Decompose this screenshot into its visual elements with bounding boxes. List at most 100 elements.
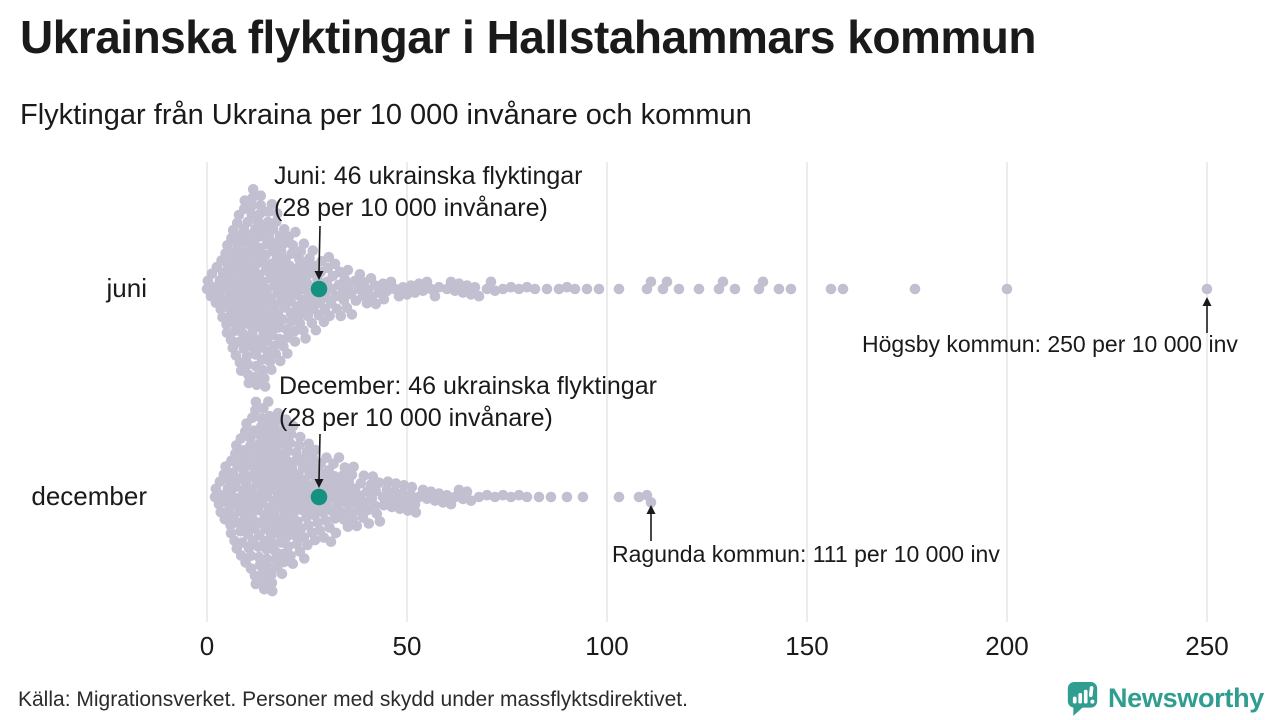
municipality-dot bbox=[249, 570, 261, 582]
municipality-dot bbox=[473, 290, 485, 302]
municipality-dot bbox=[293, 439, 305, 451]
municipality-dot bbox=[561, 491, 573, 503]
municipality-dot bbox=[533, 491, 545, 503]
municipality-dot bbox=[271, 216, 282, 227]
municipality-dot bbox=[266, 569, 277, 581]
municipality-dot bbox=[553, 283, 565, 295]
municipality-dot bbox=[278, 463, 289, 475]
municipality-dot bbox=[277, 314, 288, 325]
municipality-dot bbox=[299, 553, 310, 564]
municipality-dot bbox=[693, 283, 705, 295]
newsworthy-logo[interactable]: Newsworthy bbox=[1066, 680, 1264, 717]
municipality-dot bbox=[302, 539, 313, 551]
municipality-dot bbox=[300, 333, 311, 344]
municipality-dot bbox=[231, 217, 243, 229]
municipality-dot bbox=[729, 283, 741, 295]
municipality-dot bbox=[409, 287, 421, 298]
municipality-dot bbox=[433, 488, 445, 499]
municipality-dot bbox=[363, 518, 375, 529]
municipality-dot bbox=[346, 469, 358, 481]
x-tick-label-200: 200 bbox=[985, 631, 1029, 661]
municipality-dot bbox=[465, 495, 477, 507]
municipality-dot bbox=[287, 420, 299, 432]
municipality-dot bbox=[289, 506, 300, 518]
municipality-dot bbox=[661, 276, 673, 288]
municipality-dot bbox=[298, 238, 310, 249]
municipality-dot bbox=[405, 489, 417, 501]
municipality-dot bbox=[505, 491, 517, 503]
municipality-dot bbox=[243, 377, 255, 389]
municipality-dot bbox=[473, 491, 485, 503]
highlight-dot-juni bbox=[310, 280, 328, 298]
municipality-dot bbox=[381, 285, 393, 297]
municipality-dot bbox=[266, 199, 278, 210]
municipality-dot bbox=[429, 290, 441, 302]
municipality-dot bbox=[281, 455, 292, 466]
municipality-dot bbox=[378, 499, 390, 511]
municipality-dot bbox=[215, 304, 227, 315]
annotation-december-highlight: December: 46 ukrainska flyktingar (28 pe… bbox=[279, 370, 657, 434]
municipality-dot bbox=[323, 251, 335, 263]
municipality-dot bbox=[307, 245, 319, 256]
municipality-dot bbox=[290, 226, 301, 238]
municipality-dot bbox=[250, 396, 262, 408]
x-tick-label-50: 50 bbox=[392, 631, 422, 661]
municipality-dot bbox=[757, 276, 769, 288]
municipality-dot bbox=[433, 281, 445, 293]
municipality-dot bbox=[485, 276, 497, 288]
municipality-dot bbox=[295, 431, 306, 443]
municipality-dot bbox=[324, 310, 335, 322]
municipality-dot bbox=[513, 489, 525, 501]
municipality-dot bbox=[497, 489, 509, 501]
municipality-dot bbox=[521, 281, 533, 293]
municipality-dot bbox=[306, 460, 317, 472]
municipality-dot bbox=[213, 498, 225, 510]
municipality-dot bbox=[613, 283, 625, 295]
annotation-juni-highlight: Juni: 46 ukrainska flyktingar (28 per 10… bbox=[274, 160, 582, 224]
municipality-dot bbox=[289, 325, 300, 337]
municipality-dot bbox=[275, 355, 286, 367]
municipality-dot bbox=[393, 290, 405, 302]
municipality-dot bbox=[261, 553, 273, 565]
municipality-dot bbox=[290, 455, 301, 467]
municipality-dot bbox=[461, 280, 473, 291]
municipality-dot bbox=[370, 485, 382, 497]
municipality-dot bbox=[225, 519, 236, 531]
municipality-dot bbox=[1001, 283, 1013, 295]
beeswarm-plot bbox=[201, 162, 1213, 622]
municipality-dot bbox=[250, 578, 262, 590]
municipality-dot bbox=[337, 470, 349, 481]
municipality-dot bbox=[275, 471, 287, 483]
municipality-dot bbox=[717, 276, 729, 288]
municipality-dot bbox=[398, 480, 410, 491]
municipality-dot bbox=[250, 371, 262, 382]
municipality-dot bbox=[773, 283, 785, 295]
municipality-dot bbox=[577, 491, 589, 503]
municipality-dot bbox=[259, 584, 270, 595]
annotation-juni-line1: Juni: 46 ukrainska flyktingar bbox=[274, 162, 583, 190]
municipality-dot bbox=[545, 491, 557, 503]
page-title: Ukrainska flyktingar i Hallstahammars ko… bbox=[20, 11, 1036, 63]
municipality-dot bbox=[273, 322, 284, 333]
row-label-december: december bbox=[31, 481, 147, 511]
municipality-dot bbox=[825, 283, 837, 295]
municipality-dot bbox=[246, 209, 258, 220]
municipality-dot bbox=[221, 319, 232, 330]
municipality-dot bbox=[369, 500, 381, 512]
newsworthy-logo-text: Newsworthy bbox=[1107, 683, 1264, 713]
municipality-dot bbox=[244, 440, 256, 452]
municipality-dot bbox=[243, 369, 254, 381]
municipality-dot bbox=[282, 348, 293, 359]
municipality-dot bbox=[593, 283, 605, 295]
municipality-dot bbox=[358, 470, 370, 482]
municipality-dot bbox=[264, 356, 276, 367]
municipality-dot bbox=[267, 585, 278, 597]
municipality-dot bbox=[390, 478, 402, 489]
municipality-dot bbox=[247, 184, 259, 195]
municipality-dot bbox=[325, 536, 337, 547]
municipality-dot bbox=[339, 462, 351, 473]
municipality-dot bbox=[354, 269, 366, 280]
municipality-dot bbox=[310, 324, 322, 336]
municipality-dot bbox=[386, 501, 398, 513]
